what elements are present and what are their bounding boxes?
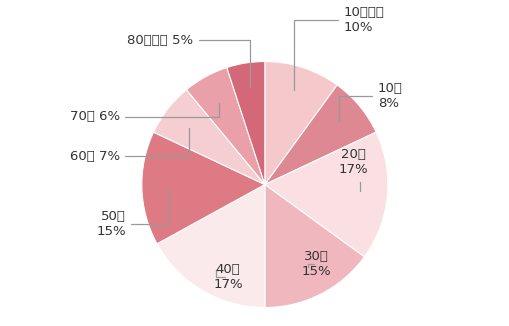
Text: 10代
8%: 10代 8% [338, 82, 402, 121]
Wedge shape [153, 90, 264, 185]
Text: 40代
17%: 40代 17% [213, 263, 242, 291]
Wedge shape [227, 62, 264, 185]
Text: 30代
15%: 30代 15% [301, 250, 331, 278]
Wedge shape [264, 185, 363, 307]
Text: 70代 6%: 70代 6% [69, 103, 218, 123]
Wedge shape [142, 132, 264, 244]
Text: 20代
17%: 20代 17% [338, 148, 367, 191]
Text: 10歳未満
10%: 10歳未満 10% [294, 7, 384, 91]
Wedge shape [186, 67, 264, 185]
Wedge shape [264, 62, 336, 185]
Text: 60代 7%: 60代 7% [69, 128, 189, 163]
Text: 80歳以上 5%: 80歳以上 5% [127, 34, 249, 87]
Wedge shape [264, 132, 387, 257]
Wedge shape [157, 185, 264, 307]
Wedge shape [264, 85, 376, 185]
Text: 50代
15%: 50代 15% [96, 190, 168, 238]
